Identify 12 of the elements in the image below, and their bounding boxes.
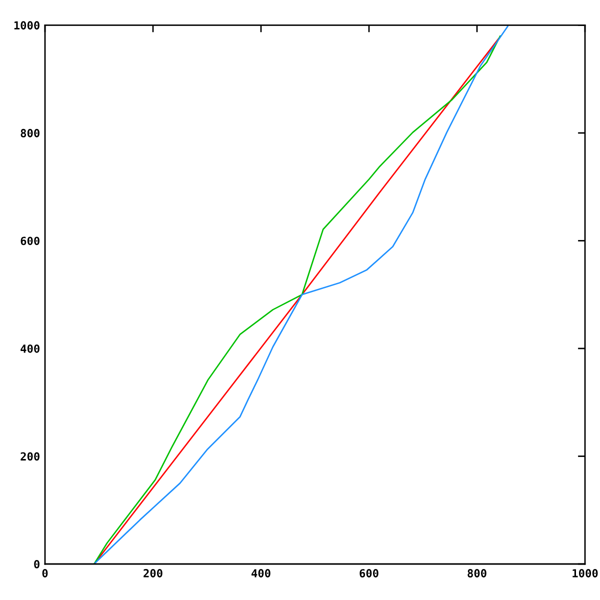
- y-tick-label: 0: [34, 560, 40, 568]
- y-tick-label: 200: [20, 452, 40, 461]
- x-tick-label: 400: [252, 569, 270, 578]
- y-tick-label: 600: [20, 236, 40, 246]
- y-tick-label: 400: [20, 344, 40, 353]
- x-tick-label: 600: [360, 569, 378, 578]
- x-tick-label: 0: [42, 569, 48, 578]
- y-tick-label: 800: [20, 128, 40, 138]
- x-tick-label: 1000: [572, 569, 598, 578]
- x-tick-label: 200: [144, 569, 162, 578]
- x-tick-label: 800: [468, 569, 486, 578]
- y-tick-label: 1000: [14, 21, 40, 30]
